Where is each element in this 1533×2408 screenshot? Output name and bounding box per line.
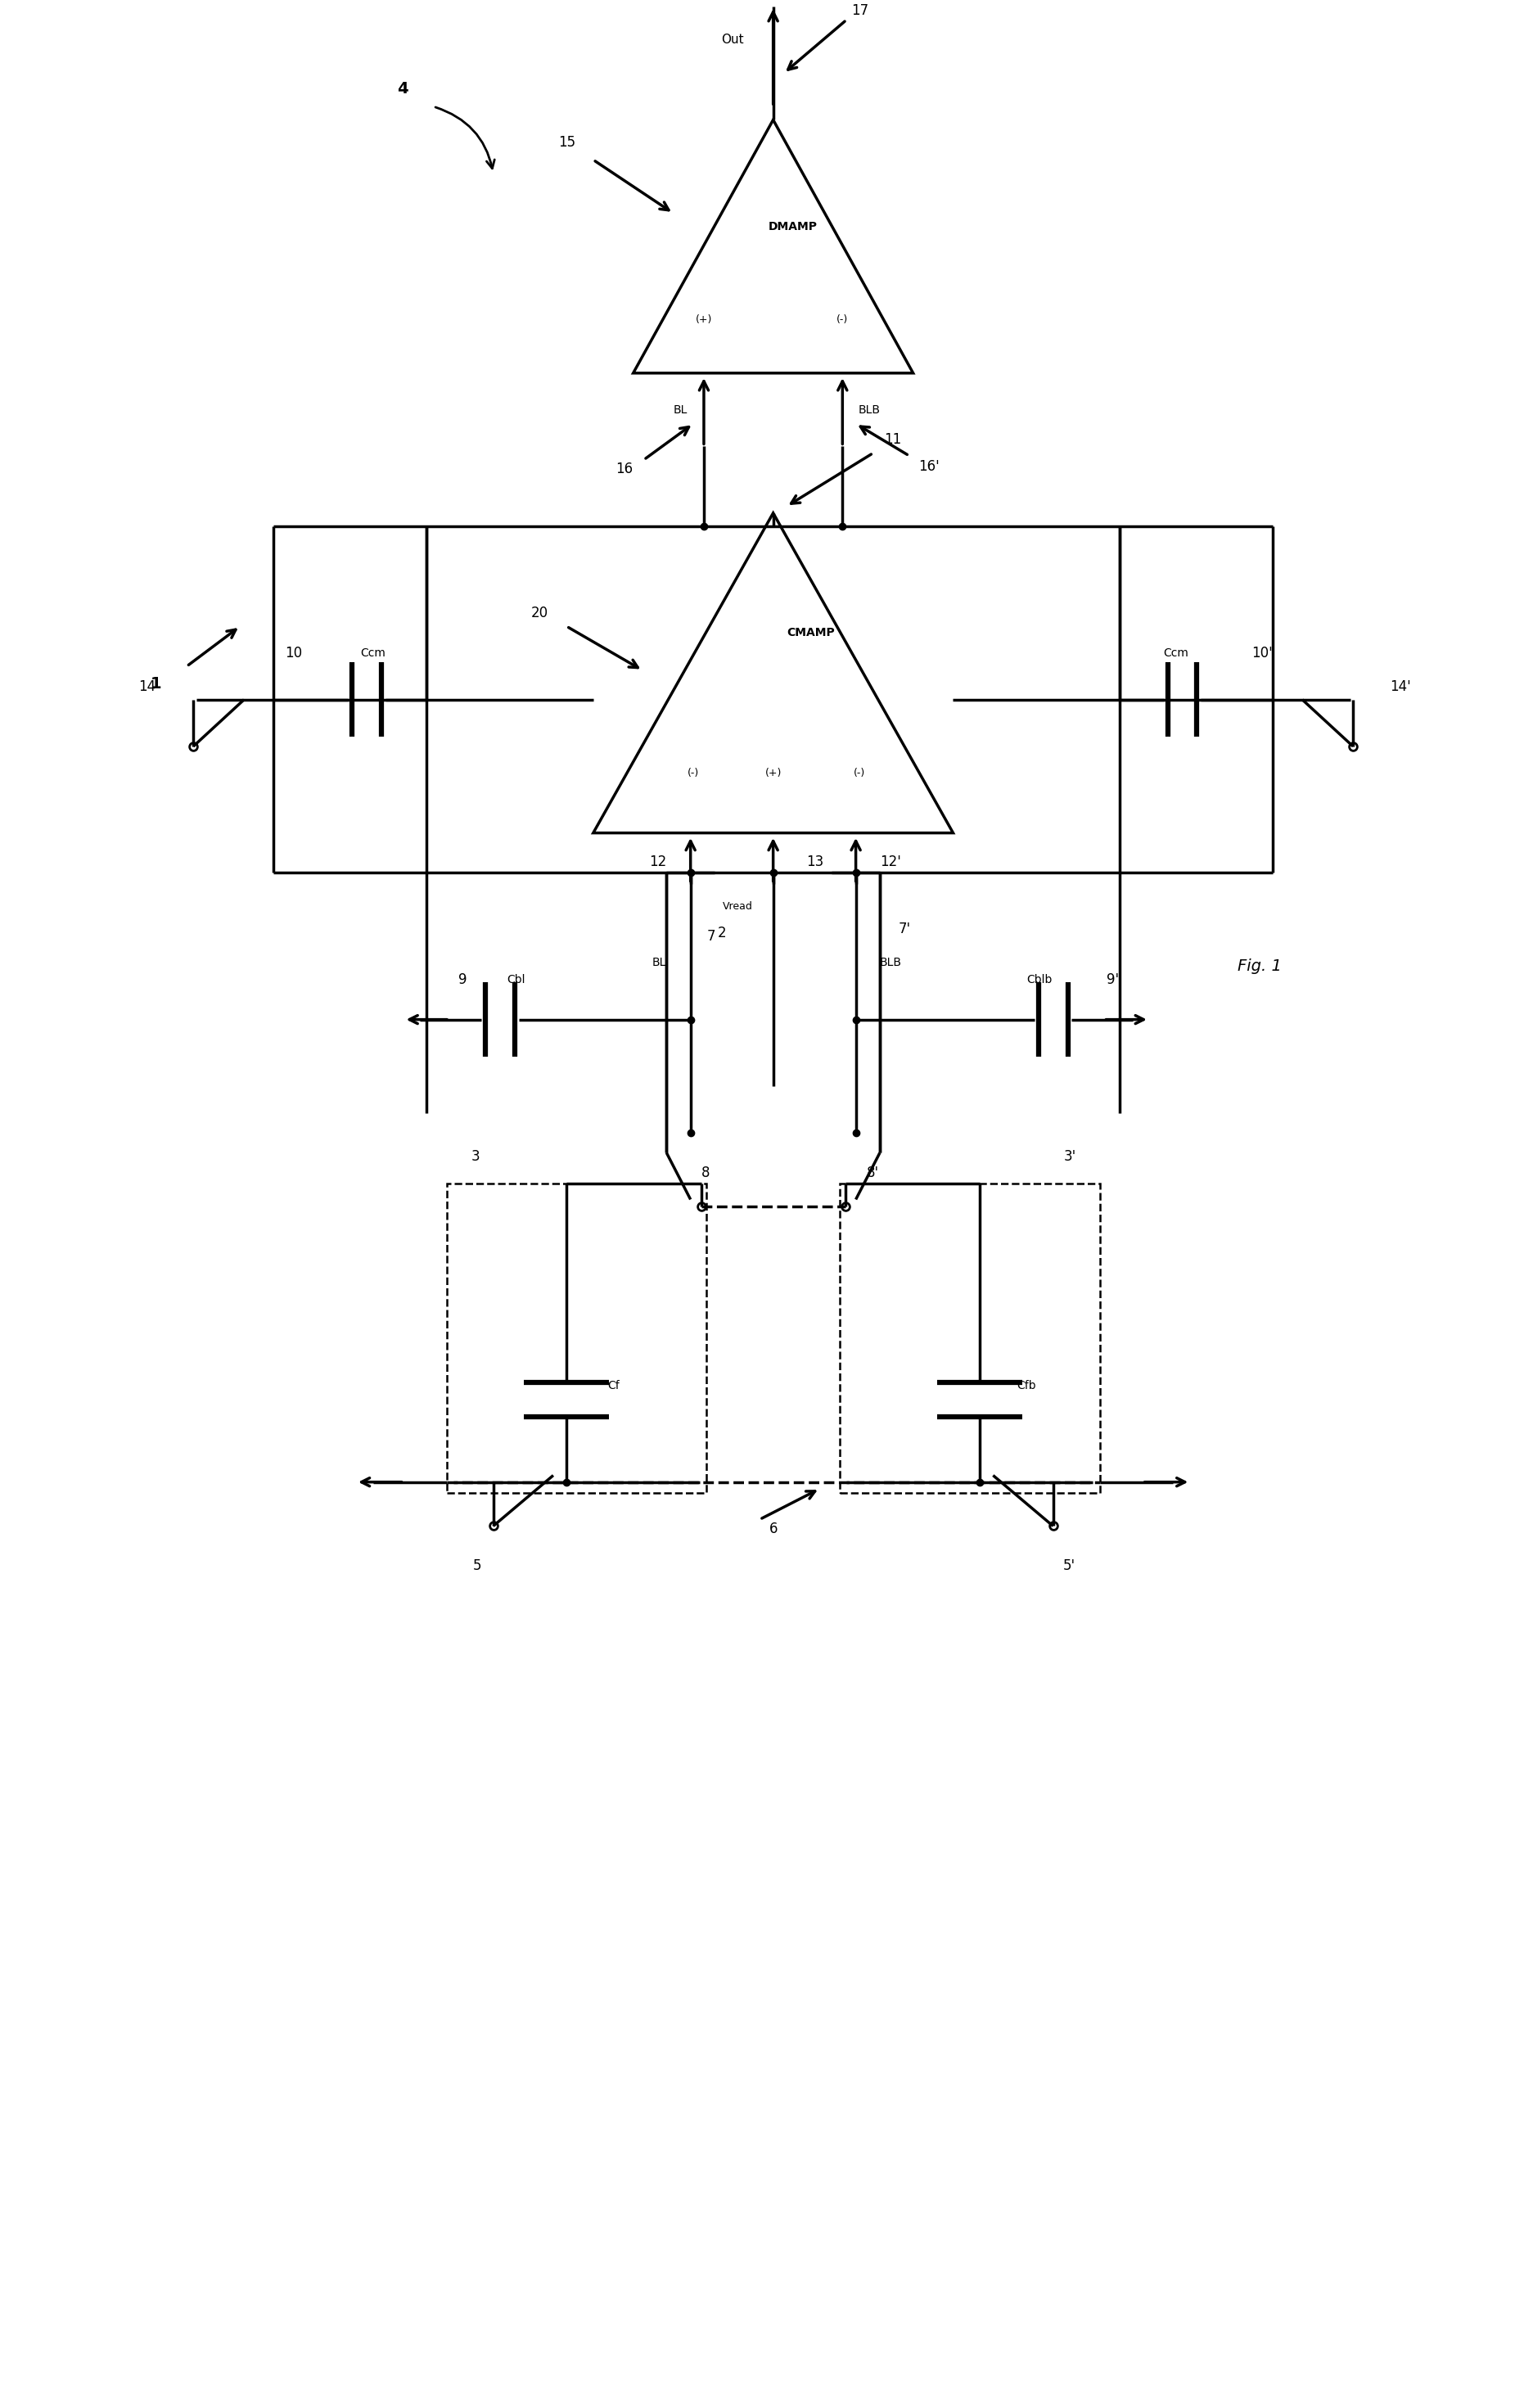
Text: Cbl: Cbl bbox=[507, 973, 526, 985]
Bar bbox=[840, 1182, 1099, 1493]
Text: Ccm: Ccm bbox=[1164, 648, 1188, 660]
Text: 3': 3' bbox=[1064, 1149, 1076, 1163]
Text: Ccm: Ccm bbox=[360, 648, 386, 660]
Text: 10: 10 bbox=[285, 645, 302, 660]
Text: 16: 16 bbox=[615, 462, 633, 477]
Text: Cfb: Cfb bbox=[1016, 1380, 1036, 1392]
Text: 7: 7 bbox=[707, 929, 714, 944]
Text: BL: BL bbox=[653, 956, 667, 968]
Text: 5': 5' bbox=[1062, 1558, 1075, 1572]
Text: Cf: Cf bbox=[607, 1380, 619, 1392]
Text: Cblb: Cblb bbox=[1027, 973, 1053, 985]
Bar bbox=[446, 1182, 707, 1493]
Text: 5: 5 bbox=[474, 1558, 481, 1572]
Text: CMAMP: CMAMP bbox=[786, 626, 834, 638]
Text: 12: 12 bbox=[648, 855, 667, 869]
Text: 1: 1 bbox=[150, 677, 161, 691]
Text: 20: 20 bbox=[532, 607, 549, 621]
Text: 10': 10' bbox=[1252, 645, 1272, 660]
Text: 8': 8' bbox=[866, 1165, 878, 1180]
Text: 3: 3 bbox=[472, 1149, 480, 1163]
Text: 8: 8 bbox=[701, 1165, 710, 1180]
Text: (-): (-) bbox=[854, 768, 866, 778]
Text: 14': 14' bbox=[1390, 679, 1412, 694]
Text: Fig. 1: Fig. 1 bbox=[1237, 958, 1282, 973]
Text: 16': 16' bbox=[918, 460, 940, 474]
Text: 7': 7' bbox=[898, 922, 911, 937]
Text: Out: Out bbox=[721, 34, 744, 46]
Text: DMAMP: DMAMP bbox=[768, 222, 817, 231]
Text: Vread: Vread bbox=[724, 901, 753, 913]
Text: 9': 9' bbox=[1107, 973, 1119, 987]
Text: 4: 4 bbox=[397, 82, 408, 96]
Text: 12': 12' bbox=[880, 855, 901, 869]
Text: (+): (+) bbox=[765, 768, 782, 778]
Text: BLB: BLB bbox=[858, 405, 880, 417]
Text: BLB: BLB bbox=[880, 956, 901, 968]
Text: 2: 2 bbox=[717, 925, 727, 939]
Text: 9: 9 bbox=[458, 973, 466, 987]
Text: (-): (-) bbox=[837, 315, 848, 325]
Text: 13: 13 bbox=[806, 855, 823, 869]
Text: 14: 14 bbox=[140, 679, 156, 694]
Text: BL: BL bbox=[673, 405, 688, 417]
Text: 11: 11 bbox=[885, 433, 901, 448]
Text: 6: 6 bbox=[770, 1522, 777, 1536]
Text: (+): (+) bbox=[696, 315, 713, 325]
Text: 17: 17 bbox=[851, 2, 868, 17]
Text: (-): (-) bbox=[687, 768, 699, 778]
Text: 15: 15 bbox=[558, 135, 575, 149]
